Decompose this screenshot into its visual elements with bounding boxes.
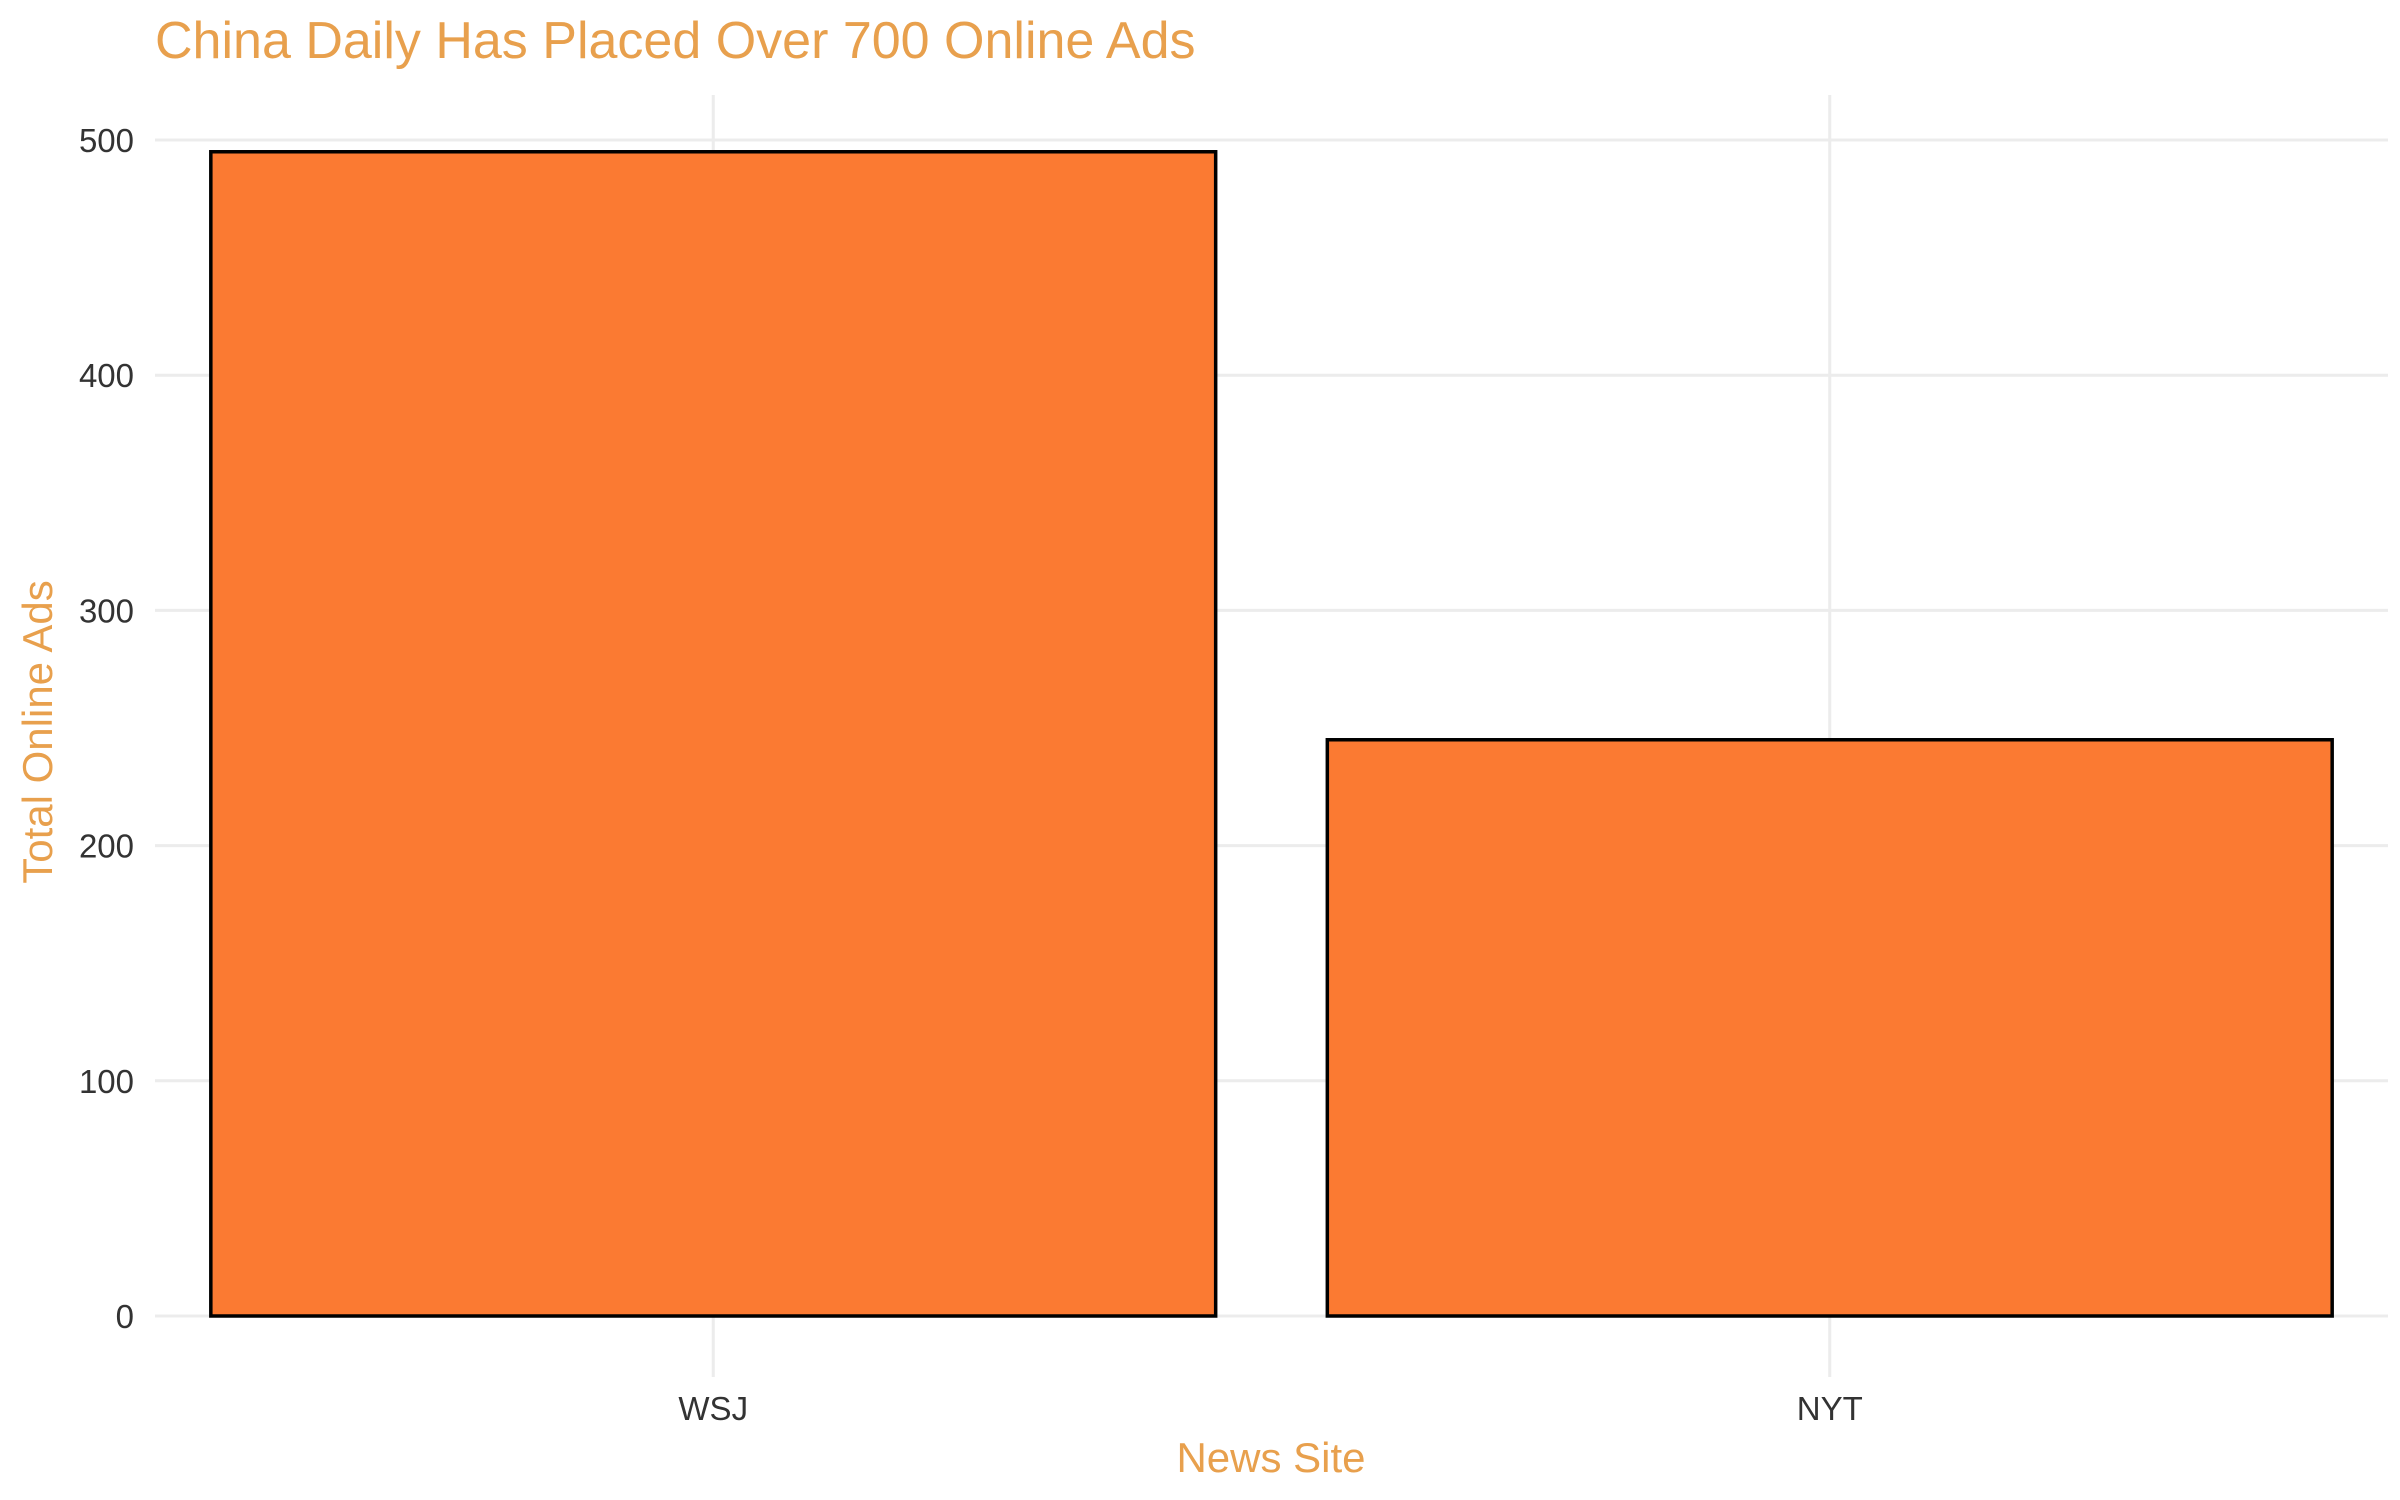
x-tick-label: WSJ — [678, 1390, 748, 1427]
y-axis-title: Total Online Ads — [14, 580, 61, 884]
chart-title: China Daily Has Placed Over 700 Online A… — [155, 12, 1196, 70]
bar-nyt — [1325, 738, 2334, 1318]
y-tick-label: 500 — [79, 122, 134, 159]
bar-wsj — [209, 150, 1218, 1318]
bars — [209, 150, 2334, 1318]
y-tick-label: 400 — [79, 357, 134, 394]
y-tick-label: 200 — [79, 828, 134, 865]
x-axis-title: News Site — [1176, 1434, 1365, 1481]
y-axis-ticks: 0 100 200 300 400 500 — [79, 122, 134, 1335]
y-tick-label: 300 — [79, 592, 134, 629]
y-tick-label: 100 — [79, 1063, 134, 1100]
y-tick-label: 0 — [116, 1298, 134, 1335]
x-tick-label: NYT — [1797, 1390, 1863, 1427]
x-axis-ticks: WSJ NYT — [678, 1390, 1862, 1427]
